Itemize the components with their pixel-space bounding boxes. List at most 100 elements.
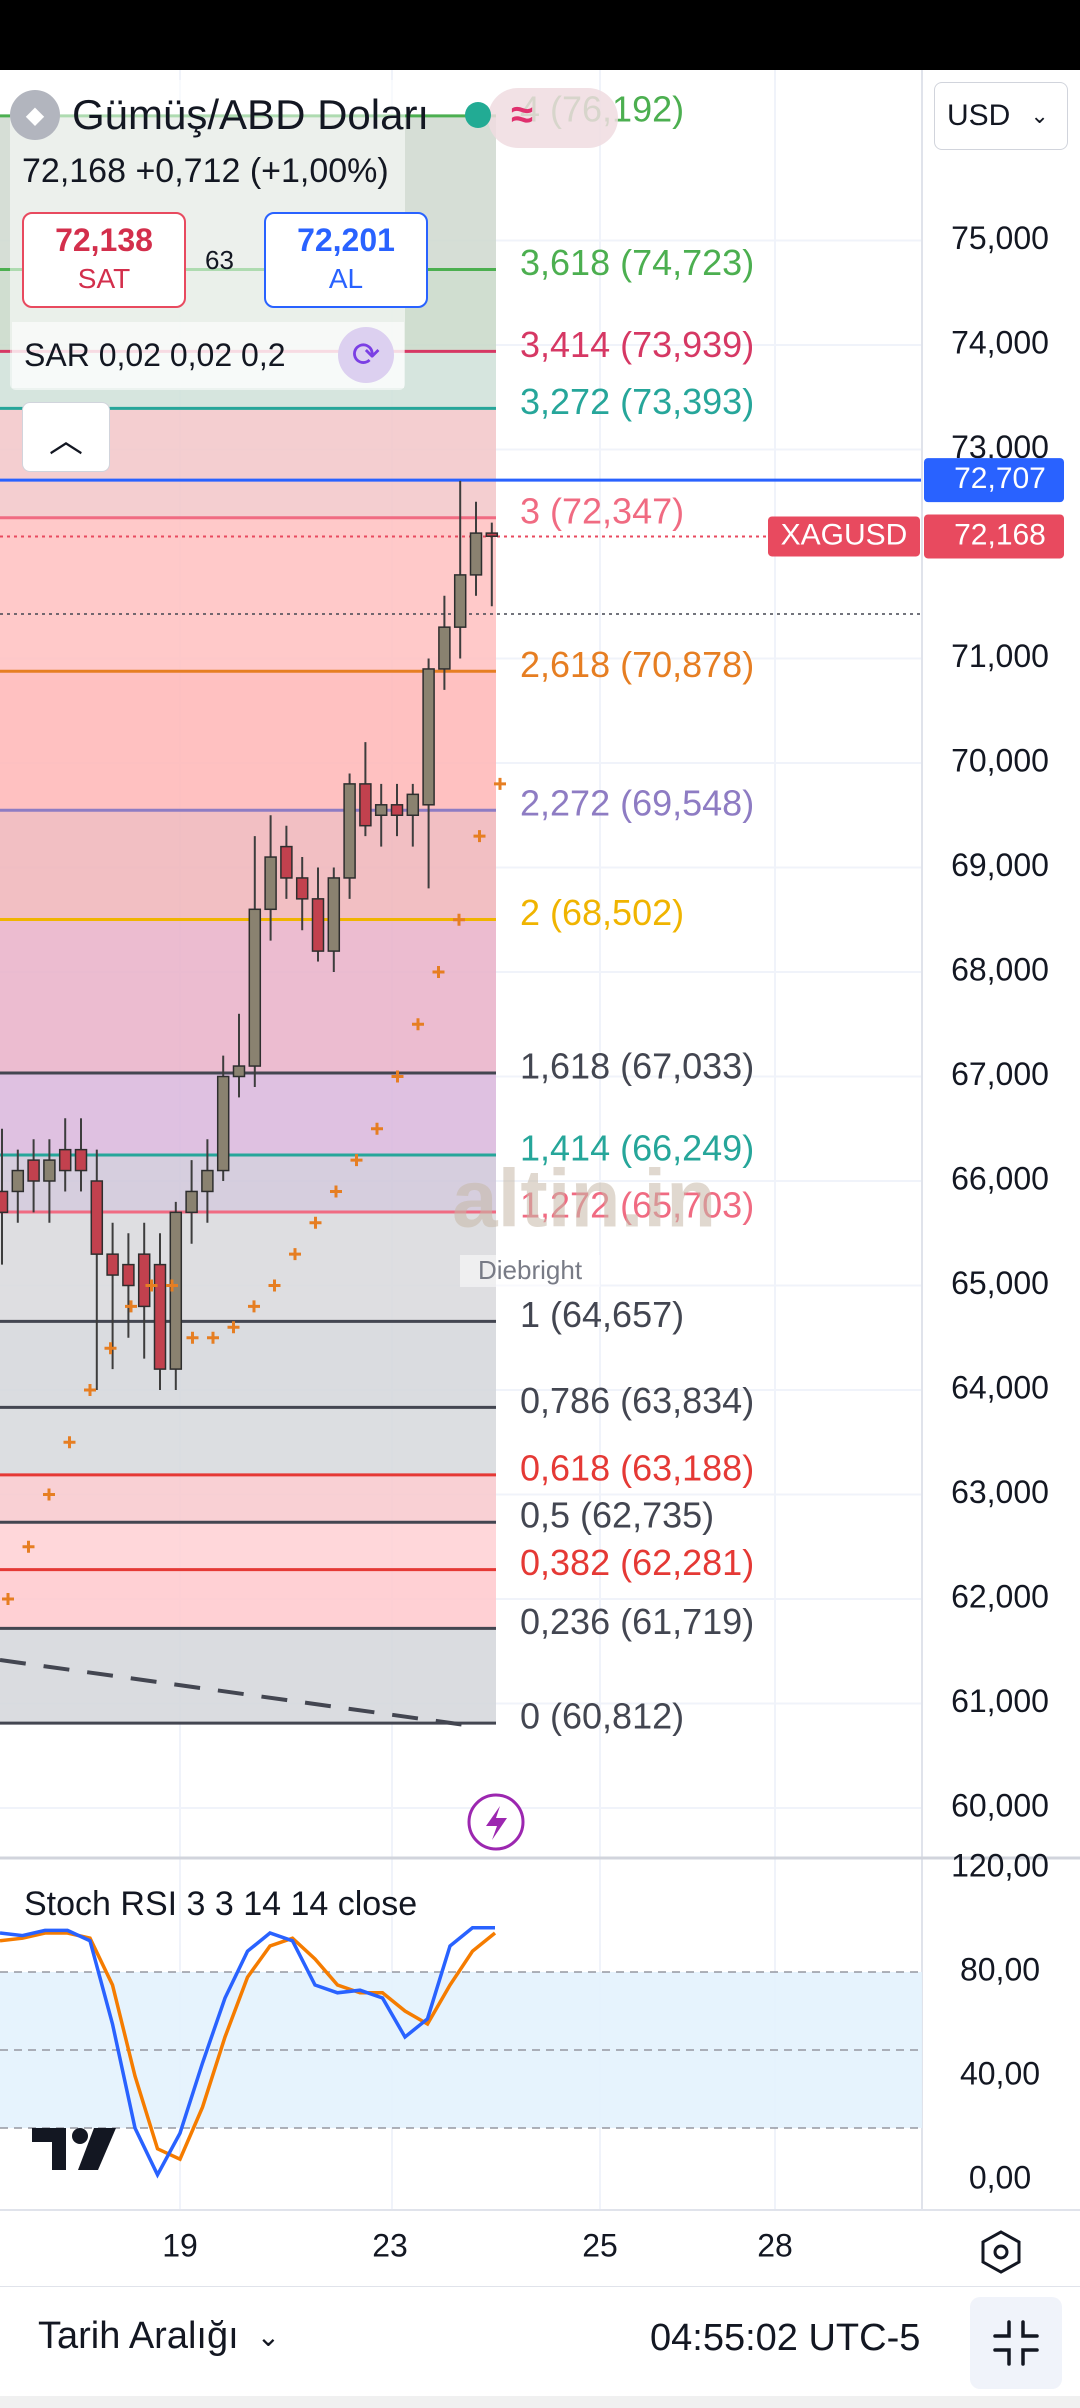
chevron-down-icon: ⌄ (256, 2321, 281, 2352)
sar-indicator-legend[interactable]: SAR 0,02 0,02 0,2 ⟳ (12, 322, 404, 388)
candle-body (27, 1159, 40, 1182)
fib-level-label: 1,618 (67,033) (520, 1046, 754, 1087)
fib-zone (0, 1474, 496, 1523)
candle-body (58, 1148, 72, 1172)
system-nav-bar (0, 2396, 1080, 2408)
fib-level-label: 1,272 (65,703) (520, 1185, 754, 1226)
fullscreen-button[interactable] (970, 2297, 1062, 2389)
lightning-bolt-icon (486, 1806, 507, 1840)
fib-zone (0, 1569, 496, 1629)
sar-point (289, 1248, 301, 1261)
ask-value: 72,201 (297, 222, 395, 258)
price-axis-tick: 69,000 (951, 847, 1049, 883)
bottom-toolbar: Tarih Aralığı ⌄ 04:55:02 UTC-5 (0, 2286, 1080, 2396)
fib-level-label: 3,414 (73,939) (520, 324, 754, 365)
sar-point (125, 1300, 137, 1313)
fib-level-label: 1 (64,657) (520, 1294, 684, 1335)
price-marker-blue (924, 458, 1064, 503)
sar-point (43, 1488, 55, 1501)
sar-point (371, 1122, 383, 1135)
sar-point (350, 1154, 363, 1167)
symbol-header[interactable]: ◆ Gümüş/ABD Doları ≈ (10, 85, 533, 145)
candle-body (185, 1190, 198, 1214)
candle-body (232, 1065, 246, 1078)
clock-time[interactable]: 04:55:02 UTC-5 (650, 2317, 921, 2359)
candle-body (311, 898, 325, 952)
sell-button[interactable]: 72,138 SAT (22, 212, 186, 308)
candle-body (264, 856, 277, 911)
sar-point (2, 1593, 14, 1605)
stoch-axis-tick: 0,00 (969, 2159, 1031, 2195)
wave-icon[interactable]: ≈ (511, 92, 534, 137)
currency-label: USD (947, 99, 1011, 132)
fib-zone (0, 517, 496, 672)
fib-level-label: 0,618 (63,188) (520, 1447, 754, 1488)
candle-body (327, 877, 341, 952)
price-axis-tick: 62,000 (951, 1578, 1049, 1614)
indicator-pill[interactable] (488, 88, 618, 148)
sar-point (166, 1279, 178, 1292)
candle-body (485, 532, 499, 537)
candle-body (0, 1190, 9, 1214)
price-marker-blue-label: 72,707 (954, 462, 1046, 495)
fib-level-label: 0 (60,812) (520, 1696, 684, 1737)
candle-body (390, 804, 404, 816)
fib-zone (0, 671, 496, 811)
fib-zone (0, 919, 496, 1074)
candle-body (137, 1253, 151, 1308)
sar-point (84, 1384, 96, 1396)
date-range-button[interactable]: Tarih Aralığı ⌄ (38, 2315, 280, 2358)
fib-level-label: 2 (68,502) (520, 892, 684, 933)
price-marker-red (924, 514, 1064, 559)
candle-body (153, 1263, 167, 1370)
candle-body (438, 626, 451, 670)
sar-point (268, 1279, 281, 1292)
sar-label: SAR 0,02 0,02 0,2 (24, 336, 286, 373)
symbol-logo-icon: ◆ (10, 90, 60, 140)
time-axis-tick: 23 (372, 2227, 408, 2263)
date-range-label: Tarih Aralığı (38, 2315, 239, 2357)
sar-point (248, 1300, 260, 1313)
price-axis-tick: 70,000 (951, 742, 1049, 778)
ticker-tag (768, 516, 920, 557)
stoch-k-line (0, 1926, 495, 2179)
fib-level-label: 0,786 (63,834) (520, 1380, 754, 1421)
candle-body (90, 1180, 104, 1255)
fib-zone (0, 1628, 496, 1724)
candle-body (343, 783, 356, 879)
fib-zone (0, 1321, 496, 1408)
spread-value: 63 (205, 245, 234, 275)
fib-level-label: 0,236 (61,719) (520, 1601, 754, 1642)
sar-point (494, 777, 506, 790)
fib-level-label: 3 (72,347) (520, 490, 684, 531)
collapse-legend-button[interactable]: ︿ (22, 402, 110, 472)
price-axis-tick: 60,000 (951, 1787, 1049, 1823)
tradingview-logo-icon (32, 2128, 116, 2170)
price-change: 72,168 +0,712 (+1,00%) (22, 152, 389, 190)
time-axis-tick: 28 (757, 2227, 793, 2263)
sar-point (227, 1321, 240, 1334)
candle-body (359, 783, 372, 827)
watermark-sub: Diebright (478, 1255, 583, 1285)
price-axis-tick: 67,000 (951, 1056, 1049, 1092)
candle-body (280, 845, 293, 879)
candle-body (453, 574, 467, 628)
fib-zone (0, 1212, 496, 1322)
sar-point (145, 1279, 158, 1292)
fib-zone (0, 1522, 496, 1570)
bid-value: 72,138 (55, 222, 153, 258)
refresh-icon[interactable]: ⟳ (338, 327, 394, 383)
chevron-up-icon: ︿ (49, 421, 83, 460)
currency-selector[interactable]: USD ⌄ (934, 82, 1068, 150)
candle-body (374, 804, 388, 816)
price-chart[interactable]: 4 (76,192)3,618 (74,723)3,414 (73,939)3,… (0, 70, 1080, 2286)
sar-point (63, 1436, 76, 1449)
fib-zone (0, 810, 496, 920)
fib-level-label: 0,382 (62,281) (520, 1542, 754, 1583)
fib-level-label: 2,618 (70,878) (520, 644, 754, 685)
sar-point (412, 1018, 424, 1031)
bid-label: SAT (77, 263, 131, 294)
price-axis-tick: 61,000 (951, 1683, 1049, 1719)
fib-zone (0, 1407, 496, 1475)
buy-button[interactable]: 72,201 AL (264, 212, 428, 308)
